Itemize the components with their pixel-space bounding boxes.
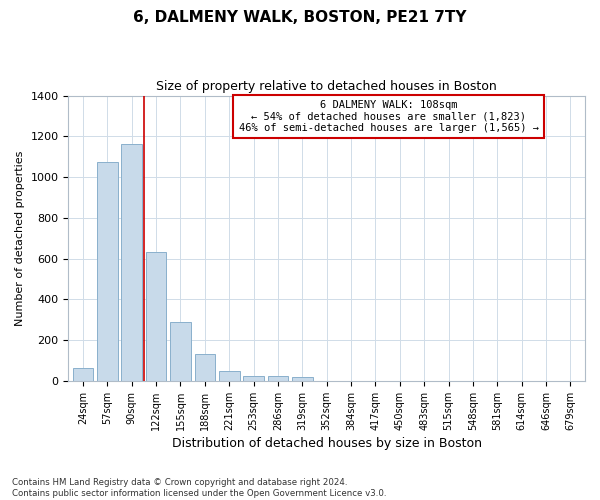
- Title: Size of property relative to detached houses in Boston: Size of property relative to detached ho…: [157, 80, 497, 93]
- Bar: [73, 368, 94, 381]
- Bar: [292, 377, 313, 381]
- Text: 6 DALMENY WALK: 108sqm
← 54% of detached houses are smaller (1,823)
46% of semi-: 6 DALMENY WALK: 108sqm ← 54% of detached…: [239, 100, 539, 133]
- Bar: [121, 144, 142, 381]
- Bar: [97, 162, 118, 381]
- Bar: [243, 376, 264, 381]
- Text: 6, DALMENY WALK, BOSTON, PE21 7TY: 6, DALMENY WALK, BOSTON, PE21 7TY: [133, 10, 467, 25]
- X-axis label: Distribution of detached houses by size in Boston: Distribution of detached houses by size …: [172, 437, 482, 450]
- Bar: [194, 354, 215, 381]
- Text: Contains HM Land Registry data © Crown copyright and database right 2024.
Contai: Contains HM Land Registry data © Crown c…: [12, 478, 386, 498]
- Bar: [170, 322, 191, 381]
- Bar: [146, 252, 166, 381]
- Bar: [268, 376, 289, 381]
- Y-axis label: Number of detached properties: Number of detached properties: [15, 150, 25, 326]
- Bar: [219, 371, 239, 381]
